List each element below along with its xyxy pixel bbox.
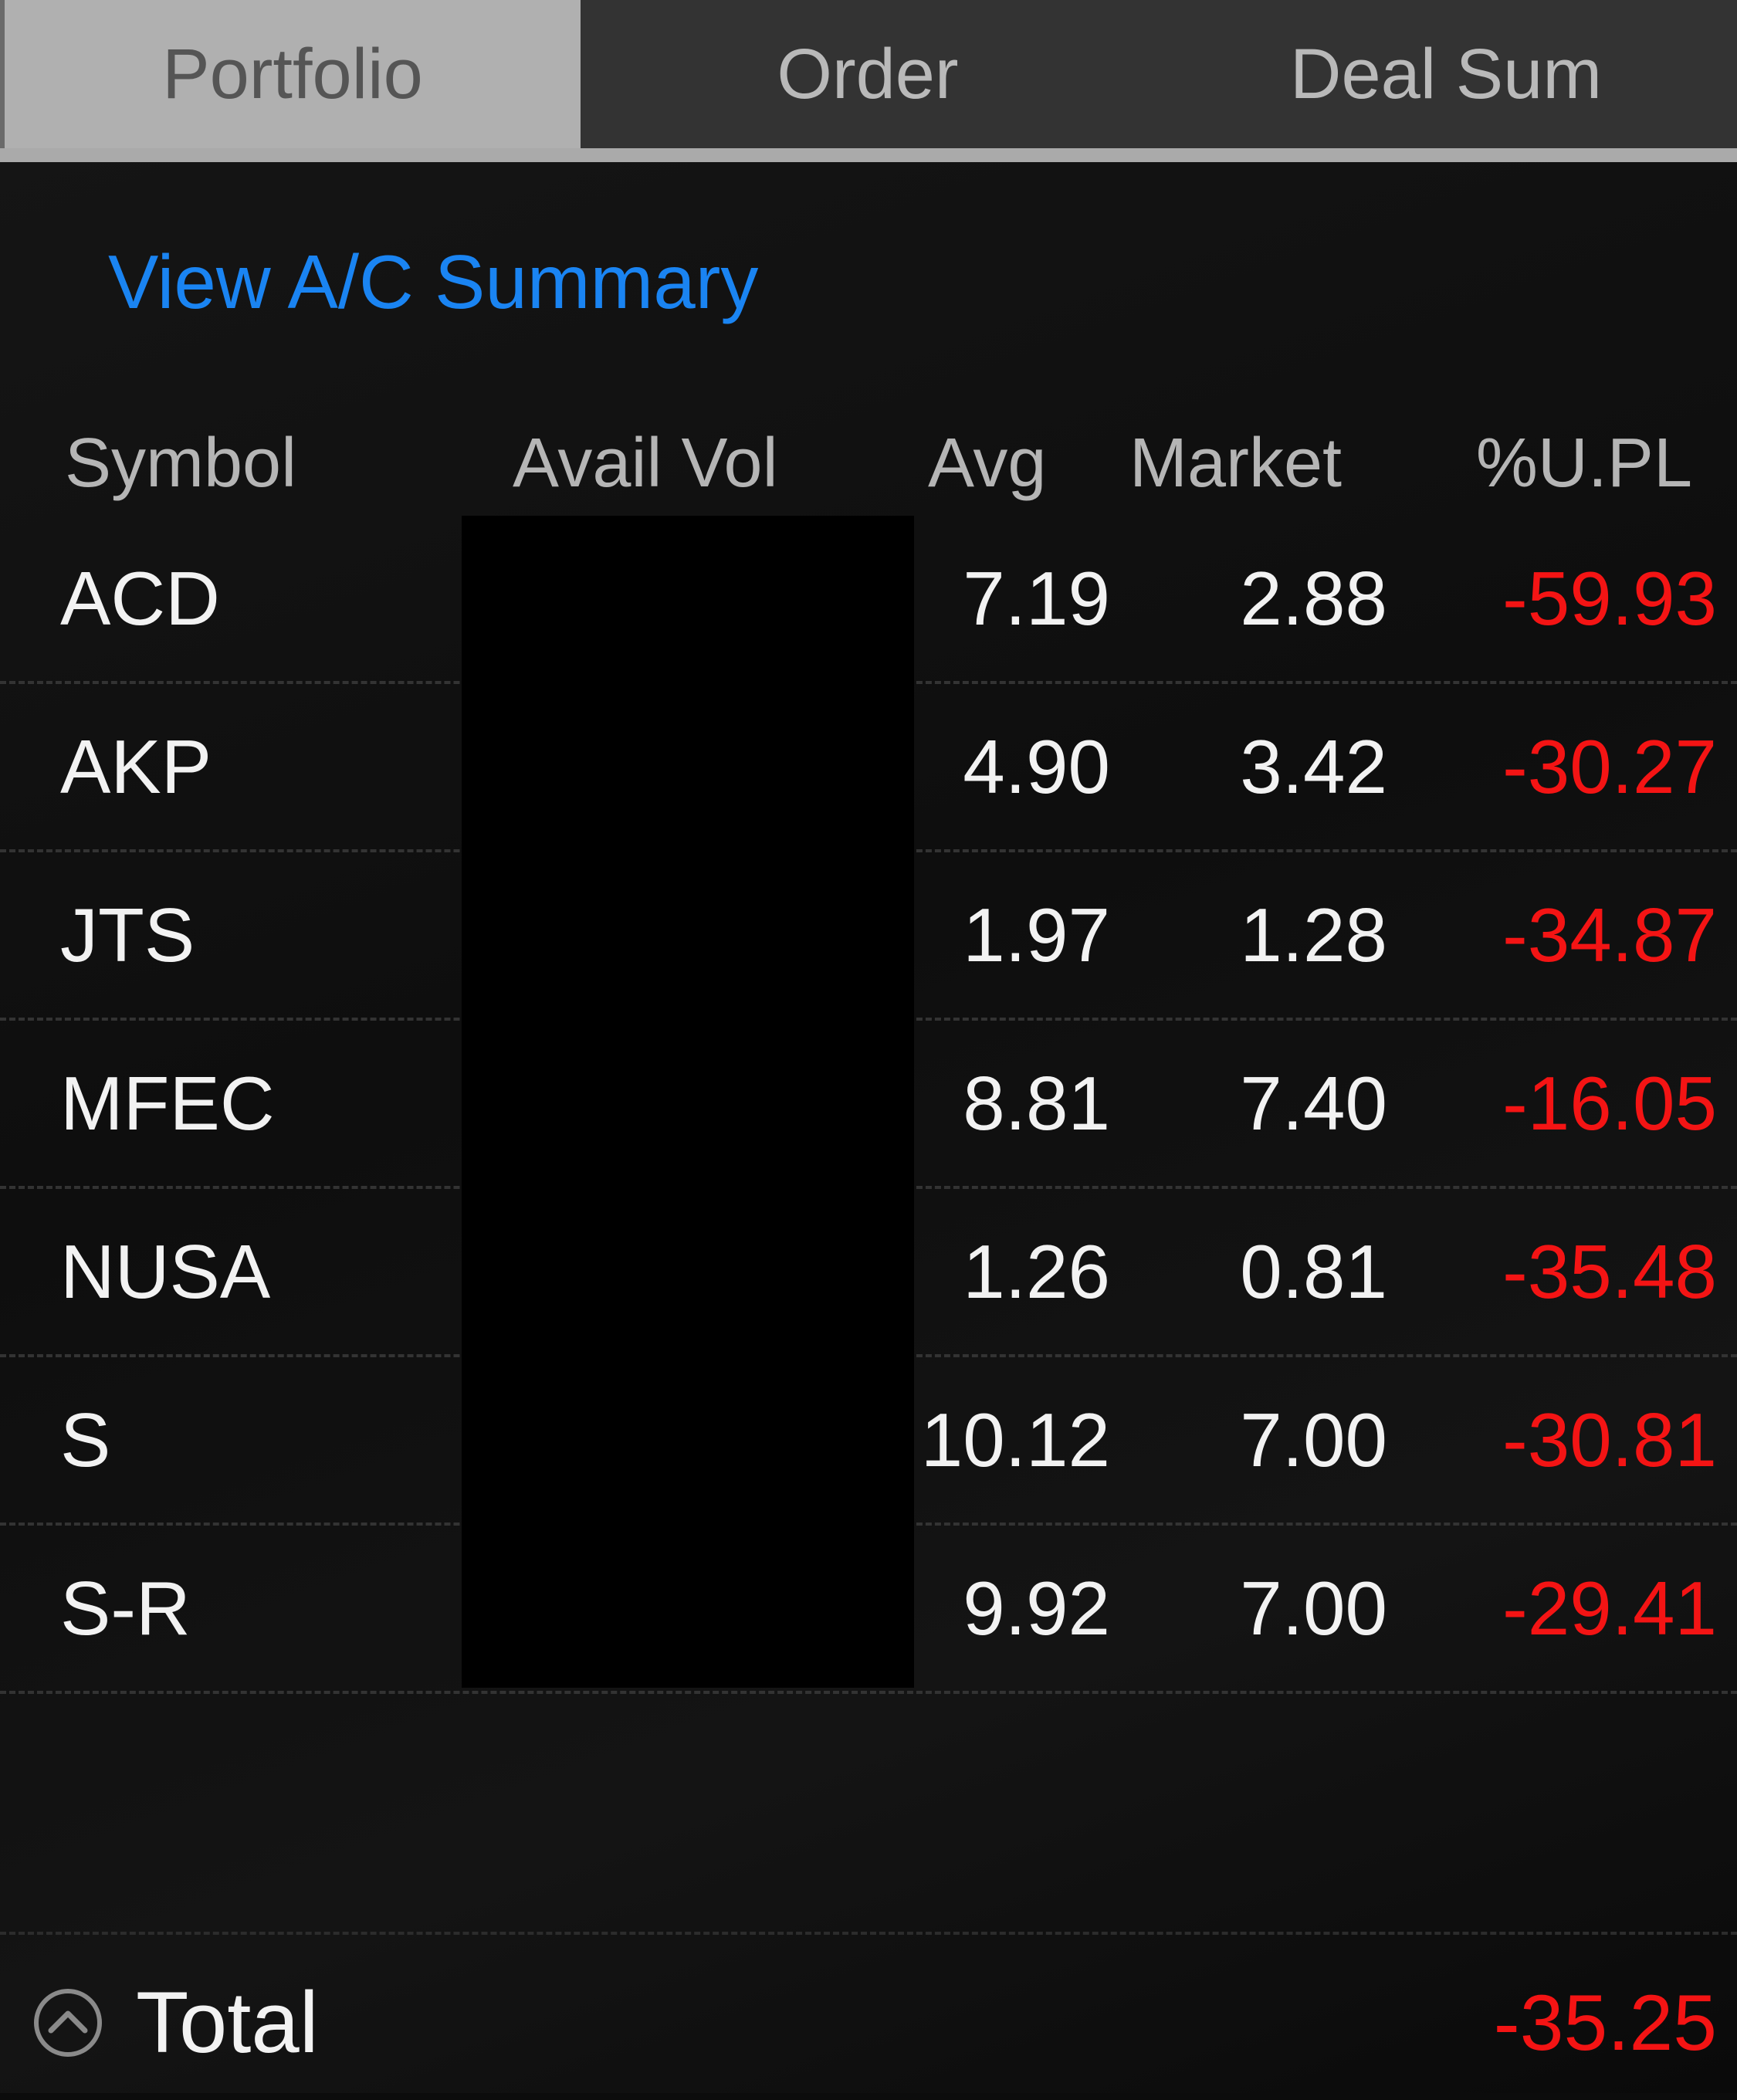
row-symbol: S bbox=[60, 1397, 111, 1482]
row-avg: 1.26 bbox=[963, 1229, 1110, 1314]
row-market: 7.40 bbox=[1240, 1061, 1387, 1146]
tab-order[interactable]: Order bbox=[581, 0, 1155, 148]
row-upl: -30.81 bbox=[1502, 1397, 1717, 1482]
row-symbol: MFEC bbox=[60, 1061, 275, 1146]
header-avg: Avg bbox=[928, 425, 1047, 502]
table-header: Symbol Avail Vol Avg Market %U.PL bbox=[0, 413, 1737, 513]
row-upl: -34.87 bbox=[1502, 892, 1717, 977]
header-market: Market bbox=[1129, 425, 1343, 502]
table-row[interactable]: ACD 7.19 2.88 -59.93 bbox=[0, 516, 1737, 684]
row-market: 3.42 bbox=[1240, 724, 1387, 809]
view-ac-summary-link[interactable]: View A/C Summary bbox=[108, 239, 759, 324]
tab-portfolio-label: Portfolio bbox=[162, 34, 423, 113]
tab-deal-sum-label: Deal Sum bbox=[1290, 34, 1602, 113]
header-avail-vol: Avail Vol bbox=[513, 425, 778, 502]
tab-deal-sum[interactable]: Deal Sum bbox=[1155, 0, 1737, 148]
header-symbol: Symbol bbox=[65, 425, 297, 502]
row-avg: 1.97 bbox=[963, 892, 1110, 977]
row-market: 1.28 bbox=[1240, 892, 1387, 977]
total-divider bbox=[0, 1932, 1737, 1935]
row-symbol: AKP bbox=[60, 724, 212, 809]
row-symbol: NUSA bbox=[60, 1229, 271, 1314]
row-avg: 9.92 bbox=[963, 1566, 1110, 1651]
row-symbol: JTS bbox=[60, 892, 195, 977]
row-avg: 10.12 bbox=[920, 1397, 1110, 1482]
row-upl: -35.48 bbox=[1502, 1229, 1717, 1314]
row-upl: -29.41 bbox=[1502, 1566, 1717, 1651]
total-upl-value: -35.25 bbox=[1493, 1979, 1717, 2067]
row-upl: -16.05 bbox=[1502, 1061, 1717, 1146]
total-label: Total bbox=[136, 1974, 319, 2071]
table-row[interactable]: S-R 9.92 7.00 -29.41 bbox=[0, 1526, 1737, 1694]
chevron-up-circle-icon[interactable] bbox=[32, 1987, 103, 2058]
row-market: 2.88 bbox=[1240, 556, 1387, 641]
row-upl: -30.27 bbox=[1502, 724, 1717, 809]
row-market: 0.81 bbox=[1240, 1229, 1387, 1314]
total-row: Total -35.25 bbox=[0, 1946, 1737, 2092]
row-avg: 8.81 bbox=[963, 1061, 1110, 1146]
row-avg: 4.90 bbox=[963, 724, 1110, 809]
row-symbol: ACD bbox=[60, 556, 220, 641]
row-upl: -59.93 bbox=[1502, 556, 1717, 641]
avail-vol-redaction bbox=[462, 516, 914, 1688]
row-symbol: S-R bbox=[60, 1566, 191, 1651]
row-market: 7.00 bbox=[1240, 1566, 1387, 1651]
tab-bar: Portfolio Order Deal Sum bbox=[0, 0, 1737, 162]
row-market: 7.00 bbox=[1240, 1397, 1387, 1482]
tab-portfolio[interactable]: Portfolio bbox=[0, 0, 581, 148]
tab-order-label: Order bbox=[777, 34, 959, 113]
header-upl-percent: %U.PL bbox=[1475, 425, 1692, 502]
row-avg: 7.19 bbox=[963, 556, 1110, 641]
